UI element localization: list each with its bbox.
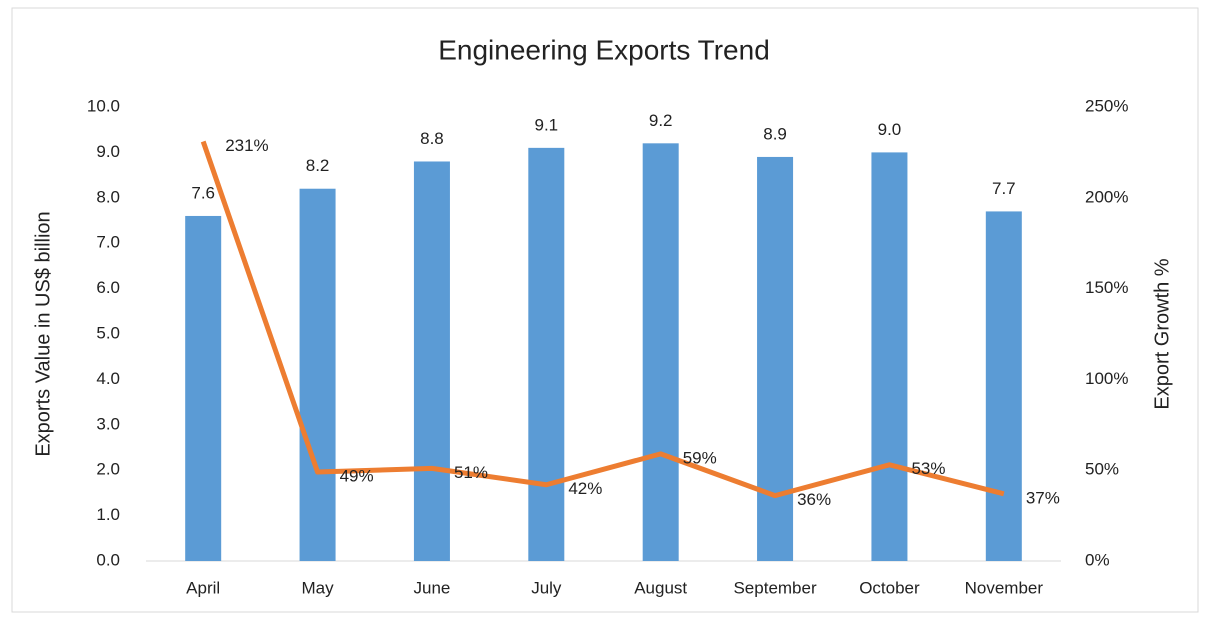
bar xyxy=(642,143,679,561)
y-tick-label: 2.0 xyxy=(96,460,120,479)
x-tick-label: September xyxy=(733,578,816,597)
line-value-label: 51% xyxy=(454,463,488,482)
chart-title: Engineering Exports Trend xyxy=(438,34,770,65)
y2-axis-label: Export Growth % xyxy=(1151,258,1173,409)
y2-tick-label: 250% xyxy=(1085,96,1128,115)
bar xyxy=(528,147,565,562)
line-value-label: 231% xyxy=(225,136,268,155)
bar-value-label: 9.2 xyxy=(649,111,673,130)
y-tick-label: 10.0 xyxy=(87,96,120,115)
y2-tick-label: 0% xyxy=(1085,550,1110,569)
x-tick-label: August xyxy=(634,578,687,597)
y-tick-label: 4.0 xyxy=(96,369,120,388)
x-tick-label: May xyxy=(302,578,335,597)
y2-tick-label: 150% xyxy=(1085,278,1128,297)
y2-tick-label: 200% xyxy=(1085,187,1128,206)
line-value-label: 37% xyxy=(1026,488,1060,507)
bar xyxy=(985,211,1022,562)
line-value-label: 53% xyxy=(911,459,945,478)
bar-value-label: 8.9 xyxy=(763,124,787,143)
bar-value-label: 9.0 xyxy=(878,120,902,139)
x-tick-label: July xyxy=(531,578,562,597)
y2-tick-label: 100% xyxy=(1085,369,1128,388)
y-tick-label: 5.0 xyxy=(96,323,120,342)
line xyxy=(200,140,1005,499)
bar-value-label: 7.6 xyxy=(191,183,215,202)
line-value-label: 36% xyxy=(797,490,831,509)
bar-value-label: 9.1 xyxy=(534,115,558,134)
y-tick-label: 3.0 xyxy=(96,414,120,433)
line-value-label: 49% xyxy=(340,467,374,486)
x-tick-label: November xyxy=(965,578,1044,597)
x-tick-label: June xyxy=(414,578,451,597)
line-value-label: 59% xyxy=(683,448,717,467)
bar xyxy=(299,188,336,561)
x-tick-label: October xyxy=(859,578,920,597)
y-tick-label: 6.0 xyxy=(96,278,120,297)
y-axis-label: Exports Value in US$ billion xyxy=(32,211,54,456)
y-tick-label: 1.0 xyxy=(96,505,120,524)
bar xyxy=(413,161,450,562)
line-value-label: 42% xyxy=(568,479,602,498)
y2-tick-label: 50% xyxy=(1085,460,1119,479)
bar-value-label: 8.2 xyxy=(306,156,330,175)
bar-value-label: 7.7 xyxy=(992,179,1016,198)
y-tick-label: 9.0 xyxy=(96,142,120,161)
y-tick-label: 7.0 xyxy=(96,233,120,252)
bar xyxy=(757,156,794,561)
y-tick-label: 8.0 xyxy=(96,187,120,206)
bar xyxy=(185,215,222,561)
bar-value-label: 8.8 xyxy=(420,129,444,148)
y-tick-label: 0.0 xyxy=(96,550,120,569)
bar xyxy=(871,152,908,561)
x-tick-label: April xyxy=(186,578,220,597)
